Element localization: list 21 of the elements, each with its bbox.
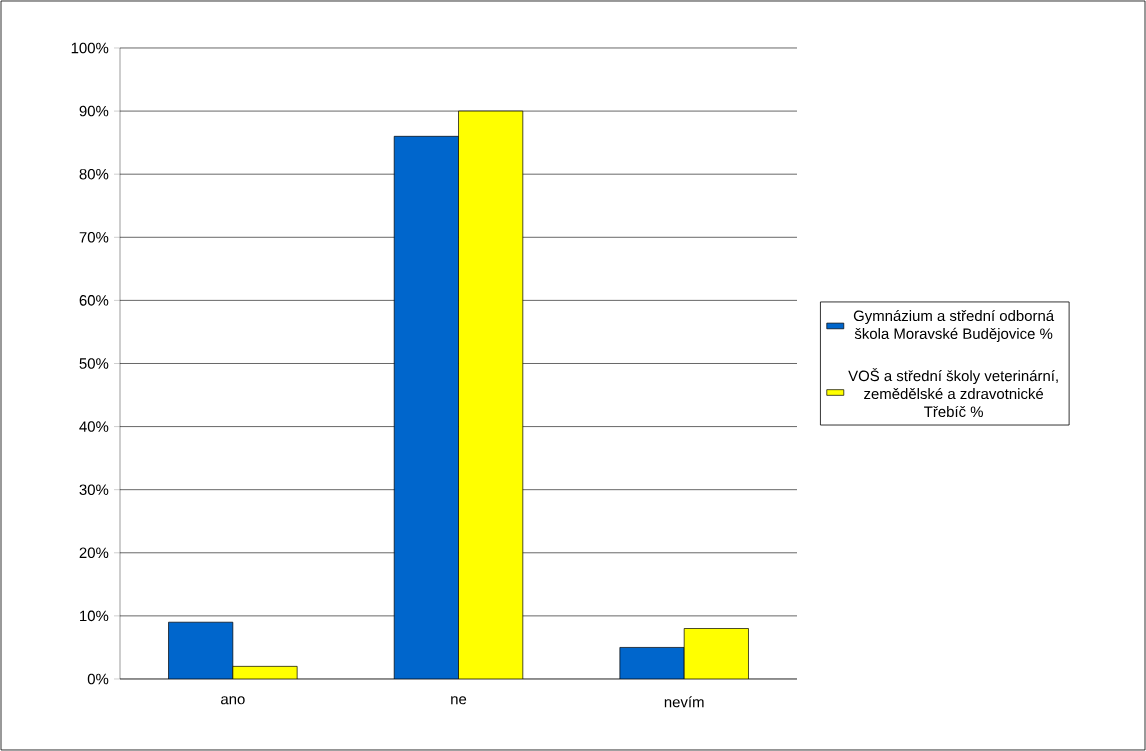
legend-label: VOŠ a střední školy veterinární, zemědělské a zdravotnické Třebíč % bbox=[848, 367, 1058, 418]
y-tick-label: 20% bbox=[79, 547, 109, 559]
y-tick-label: 100% bbox=[71, 42, 109, 54]
x-tick-label: ano bbox=[221, 696, 245, 705]
y-tick-label: 40% bbox=[79, 421, 109, 432]
y-tick-label: 0% bbox=[87, 673, 109, 685]
bar bbox=[168, 621, 234, 679]
y-tick-label: 60% bbox=[79, 295, 109, 306]
y-tick-label: 90% bbox=[79, 105, 109, 117]
y-tick-label: 30% bbox=[79, 484, 109, 495]
bar bbox=[683, 628, 749, 679]
y-tick-label: 70% bbox=[79, 231, 109, 243]
y-tick-label: 10% bbox=[80, 610, 109, 622]
x-tick-label: nevím bbox=[664, 696, 704, 708]
y-tick-label: 50% bbox=[79, 358, 109, 369]
bar bbox=[458, 110, 524, 679]
y-tick-label: 80% bbox=[79, 168, 109, 180]
bar bbox=[393, 135, 459, 679]
legend-label: Gymnázium a střední odborná škola Moravské Budějovice % bbox=[853, 309, 1055, 342]
x-tick-label: ne bbox=[451, 696, 467, 705]
bar bbox=[619, 647, 685, 679]
